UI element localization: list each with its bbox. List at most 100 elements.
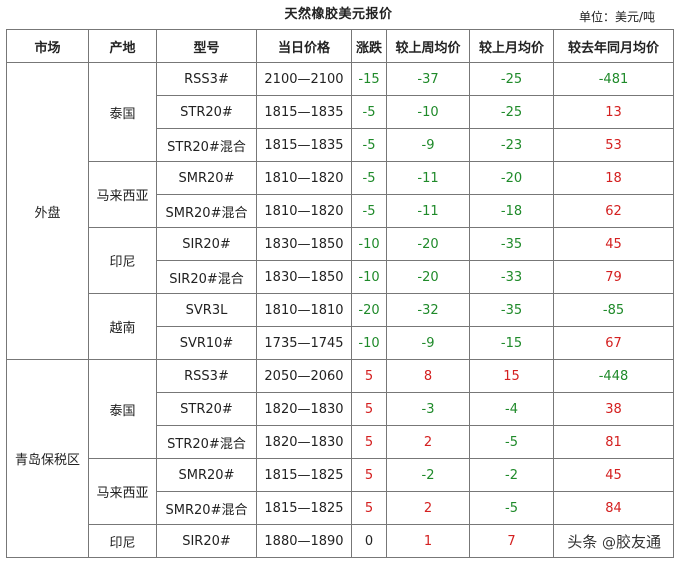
vs-week-cell: 1	[386, 524, 470, 558]
vs-year-cell: 13	[553, 95, 674, 129]
price-cell: 1815—1835	[256, 95, 352, 129]
origin-cell: 印尼	[88, 524, 157, 558]
vs-week-cell: -11	[386, 194, 470, 228]
vs-month-cell: -35	[469, 227, 554, 261]
table-row: STR20# 1815—1835 -5 -10 -25 13	[7, 95, 674, 129]
model-cell: SVR3L	[156, 293, 257, 327]
vs-year-cell: 45	[553, 227, 674, 261]
change-cell: -15	[351, 62, 387, 96]
table-row: 外盘 泰国 RSS3# 2100—2100 -15 -37 -25 -481	[6, 62, 674, 360]
model-cell: STR20#混合	[156, 128, 257, 162]
header-origin: 产地	[88, 29, 157, 63]
price-table: 市场 产地 型号 当日价格 涨跌 较上周均价 较上月均价 较去年同月均价 外盘 泰国 RSS3# 2…	[6, 29, 674, 558]
table-row: STR20#混合 1815—1835 -5 -9 -23 53	[7, 128, 674, 162]
table-row: 印尼 SIR20# 1880—1890 0 1 7	[7, 524, 674, 558]
header-market: 市场	[6, 29, 89, 63]
vs-month-cell: -20	[469, 161, 554, 195]
price-cell: 1880—1890	[256, 524, 352, 558]
price-cell: 1820—1830	[256, 425, 352, 459]
vs-year-cell: 45	[553, 458, 674, 492]
vs-month-cell: -25	[469, 95, 554, 129]
vs-year-cell: 84	[553, 491, 674, 525]
vs-week-cell: -32	[386, 293, 470, 327]
model-cell: SVR10#	[156, 326, 257, 360]
table-row: 马来西亚 SMR20# 1810—1820 -5 -11 -20 18	[7, 161, 674, 228]
unit-label: 单位：美元/吨	[578, 10, 655, 24]
change-cell: -5	[351, 161, 387, 195]
model-cell: SMR20#混合	[156, 194, 257, 228]
change-cell: -10	[351, 326, 387, 360]
origin-cell: 泰国	[88, 62, 157, 162]
vs-month-cell: -23	[469, 128, 554, 162]
table-row: SVR10# 1735—1745 -10 -9 -15 67	[7, 326, 674, 360]
origin-cell: 泰国	[88, 359, 157, 459]
vs-month-cell: 7	[469, 524, 554, 558]
vs-week-cell: -20	[386, 260, 470, 294]
vs-week-cell: -11	[386, 161, 470, 195]
change-cell: 5	[351, 392, 387, 426]
vs-week-cell: 2	[386, 425, 470, 459]
table-row: STR20#混合 1820—1830 5 2 -5 81	[7, 425, 674, 459]
model-cell: SIR20#	[156, 524, 257, 558]
price-cell: 1815—1835	[256, 128, 352, 162]
vs-week-cell: -3	[386, 392, 470, 426]
vs-week-cell: -2	[386, 458, 470, 492]
change-cell: -10	[351, 260, 387, 294]
origin-cell: 印尼	[88, 227, 157, 294]
change-cell: -5	[351, 128, 387, 162]
model-cell: STR20#	[156, 392, 257, 426]
vs-week-cell: -20	[386, 227, 470, 261]
vs-year-cell: -481	[553, 62, 674, 96]
model-cell: STR20#混合	[156, 425, 257, 459]
change-cell: 5	[351, 425, 387, 459]
at-icon: @	[601, 535, 616, 551]
watermark: 头条 @胶友通	[565, 531, 663, 552]
change-cell: 0	[351, 524, 387, 558]
change-cell: 5	[351, 359, 387, 393]
watermark-prefix: 头条	[567, 533, 602, 551]
model-cell: SIR20#	[156, 227, 257, 261]
change-cell: 5	[351, 458, 387, 492]
vs-month-cell: -4	[469, 392, 554, 426]
model-cell: STR20#	[156, 95, 257, 129]
table-row: SMR20#混合 1810—1820 -5 -11 -18 62	[7, 194, 674, 228]
vs-year-cell: 79	[553, 260, 674, 294]
vs-month-cell: -25	[469, 62, 554, 96]
vs-month-cell: -35	[469, 293, 554, 327]
header-row: 市场 产地 型号 当日价格 涨跌 较上周均价 较上月均价 较去年同月均价	[6, 29, 674, 63]
price-cell: 1815—1825	[256, 491, 352, 525]
table-row: SMR20#混合 1815—1825 5 2 -5 84	[7, 491, 674, 525]
table-row: 印尼 SIR20# 1830—1850 -10 -20 -35 45	[7, 227, 674, 294]
change-cell: -20	[351, 293, 387, 327]
header-model: 型号	[156, 29, 257, 63]
vs-year-cell: 62	[553, 194, 674, 228]
market-cell: 青岛保税区	[6, 359, 89, 558]
model-cell: RSS3#	[156, 359, 257, 393]
watermark-account: 胶友通	[615, 533, 661, 551]
vs-week-cell: -10	[386, 95, 470, 129]
vs-year-cell: -85	[553, 293, 674, 327]
change-cell: -5	[351, 95, 387, 129]
vs-month-cell: -5	[469, 425, 554, 459]
table-row: 马来西亚 SMR20# 1815—1825 5 -2 -2 45	[7, 458, 674, 525]
origin-cell: 越南	[88, 293, 157, 360]
vs-year-cell: 38	[553, 392, 674, 426]
vs-month-cell: -18	[469, 194, 554, 228]
vs-week-cell: -37	[386, 62, 470, 96]
model-cell: SIR20#混合	[156, 260, 257, 294]
change-cell: 5	[351, 491, 387, 525]
vs-year-cell: -448	[553, 359, 674, 393]
price-cell: 1735—1745	[256, 326, 352, 360]
vs-week-cell: 8	[386, 359, 470, 393]
vs-week-cell: -9	[386, 128, 470, 162]
origin-cell: 马来西亚	[88, 458, 157, 525]
change-cell: -10	[351, 227, 387, 261]
vs-week-cell: -9	[386, 326, 470, 360]
vs-month-cell: -2	[469, 458, 554, 492]
market-cell: 外盘	[6, 62, 89, 360]
price-cell: 1810—1810	[256, 293, 352, 327]
price-cell: 1810—1820	[256, 161, 352, 195]
table-row: 越南 SVR3L 1810—1810 -20 -32 -35 -85	[7, 293, 674, 360]
vs-year-cell: 81	[553, 425, 674, 459]
header-vs-week: 较上周均价	[386, 29, 470, 63]
